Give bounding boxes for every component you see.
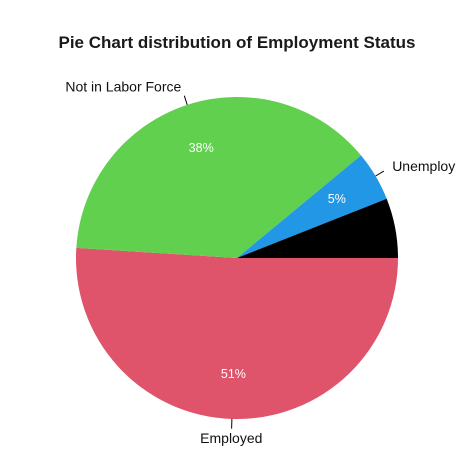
slice-label-tick: [183, 95, 188, 106]
chart-title: Pie Chart distribution of Employment Sta…: [58, 33, 416, 52]
slice-label-tick: [375, 170, 385, 177]
pie-slice-employed: [76, 247, 399, 420]
pie-slice-unemployed: [237, 155, 387, 258]
slice-value-label: 51%: [221, 367, 246, 381]
slice-value-label: 5%: [328, 192, 346, 206]
pie-slice-not-in-labor-force: [76, 97, 362, 259]
slice-category-label: Employed: [200, 430, 262, 446]
slice-category-label: Not in Labor Force: [65, 79, 181, 95]
pie-slice-slice-3: [237, 198, 398, 258]
slice-category-label: Unemploy: [392, 158, 455, 174]
slice-value-label: 38%: [189, 141, 214, 155]
